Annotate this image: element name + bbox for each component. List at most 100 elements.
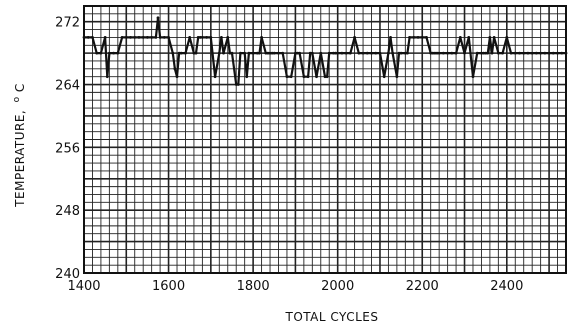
data-point <box>198 36 202 39</box>
y-tick-label: 256 <box>55 141 80 156</box>
data-point <box>294 51 297 55</box>
data-point <box>391 51 395 55</box>
data-point <box>458 36 462 39</box>
data-point <box>344 51 348 55</box>
y-tick-labels: 240 248 256 264 272 <box>55 16 80 282</box>
data-point <box>560 51 564 55</box>
data-point <box>482 51 485 55</box>
data-point <box>260 36 263 39</box>
data-point <box>107 51 111 55</box>
chart-series <box>82 16 568 86</box>
data-point <box>103 36 107 39</box>
data-point <box>406 51 409 55</box>
data-point <box>200 36 204 39</box>
data-point <box>475 51 479 55</box>
data-point <box>173 67 177 71</box>
data-point <box>340 51 344 55</box>
data-point <box>437 51 441 55</box>
data-point <box>230 51 234 55</box>
x-tick-label: 2000 <box>321 279 354 294</box>
data-point <box>370 51 373 55</box>
data-point <box>431 51 435 55</box>
data-point <box>289 75 293 79</box>
data-point <box>86 36 90 39</box>
data-point <box>361 51 365 55</box>
data-point <box>302 75 306 79</box>
data-point <box>334 51 337 55</box>
data-point <box>530 51 534 55</box>
data-point <box>382 75 386 79</box>
data-point <box>116 51 120 55</box>
data-point <box>471 75 475 79</box>
data-point <box>192 51 196 55</box>
data-point <box>270 51 274 55</box>
data-point <box>245 75 249 79</box>
data-point <box>543 51 547 55</box>
y-axis-label: TEMPERATURE, o C <box>8 83 27 208</box>
data-point <box>416 36 420 39</box>
data-point <box>315 75 318 79</box>
data-point <box>234 83 238 86</box>
y-axis-unit-degree: o <box>12 96 22 102</box>
x-tick-label: 1800 <box>237 279 270 294</box>
data-point <box>412 36 416 39</box>
data-point <box>332 51 335 55</box>
x-tick-label: 1600 <box>152 279 185 294</box>
data-point <box>217 51 221 55</box>
y-tick-label: 240 <box>55 267 80 282</box>
data-point <box>133 36 137 39</box>
data-point <box>220 36 223 39</box>
data-point <box>551 51 555 55</box>
data-point <box>156 16 160 20</box>
x-axis-label: TOTAL CYCLES <box>285 310 379 324</box>
data-point <box>492 36 496 39</box>
data-point <box>209 36 213 39</box>
data-point <box>496 51 500 55</box>
data-point <box>310 51 314 55</box>
y-tick-label: 264 <box>55 79 80 94</box>
data-point <box>522 51 526 55</box>
data-point <box>441 51 445 55</box>
data-point <box>228 51 232 55</box>
data-point <box>296 51 299 55</box>
data-point <box>213 75 217 79</box>
data-point <box>266 51 270 55</box>
data-point <box>154 36 158 39</box>
data-point <box>348 51 352 55</box>
data-point <box>509 51 513 55</box>
data-point <box>446 51 450 55</box>
data-point <box>112 51 115 55</box>
data-point <box>268 51 272 55</box>
data-point <box>539 51 543 55</box>
data-point <box>146 36 149 39</box>
data-point <box>243 51 247 55</box>
plot-frame <box>83 5 567 274</box>
x-tick-label: 2200 <box>406 279 439 294</box>
data-point <box>420 36 424 39</box>
data-point <box>353 36 356 39</box>
data-point <box>247 51 251 55</box>
data-point <box>298 51 302 55</box>
data-point <box>188 36 192 39</box>
data-point <box>454 51 458 55</box>
data-point <box>433 51 437 55</box>
data-point <box>513 51 517 55</box>
data-point <box>484 51 488 55</box>
data-point <box>281 51 285 55</box>
data-point <box>397 51 401 55</box>
data-point <box>171 51 175 55</box>
data-point <box>518 51 521 55</box>
data-point <box>179 51 183 55</box>
data-point <box>129 36 132 39</box>
series-line <box>84 16 566 86</box>
data-point <box>120 36 124 39</box>
data-point <box>184 51 187 55</box>
data-point <box>82 36 86 39</box>
x-tick-label: 1400 <box>67 279 100 294</box>
data-point <box>450 51 454 55</box>
data-point <box>306 75 310 79</box>
data-point <box>323 75 327 79</box>
data-point <box>501 51 504 55</box>
data-point <box>408 36 411 39</box>
